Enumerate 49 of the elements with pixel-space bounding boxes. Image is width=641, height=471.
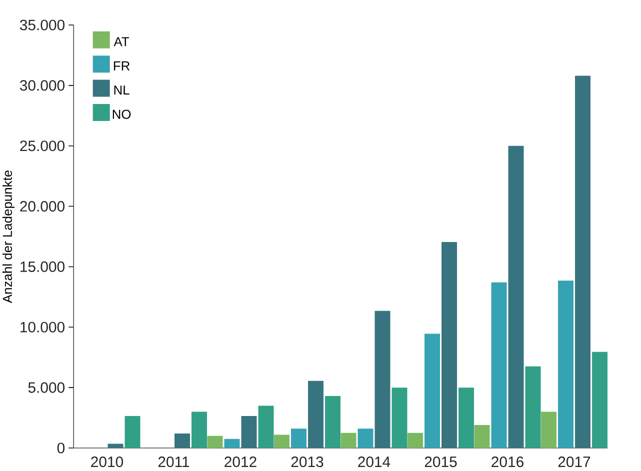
x-tick-label: 2017 [558, 456, 590, 468]
bar [258, 406, 274, 448]
bar [274, 434, 290, 448]
bar [108, 444, 124, 448]
bar [592, 352, 608, 448]
bar [541, 412, 557, 448]
bar [392, 388, 408, 448]
x-tick-label: 2014 [358, 456, 390, 468]
y-tick-label: 25.000 [20, 140, 65, 152]
bar [124, 416, 140, 448]
bar [308, 380, 324, 448]
bar [491, 282, 507, 448]
y-tick-label: 35.000 [20, 20, 65, 30]
x-tick-label: 2015 [424, 456, 457, 468]
bar [374, 310, 390, 448]
bar [474, 425, 490, 448]
x-tick-label: 2013 [291, 456, 324, 468]
y-tick-label: 0 [57, 442, 65, 454]
y-tick-label: 5.000 [28, 382, 65, 393]
x-tick-label: 2011 [158, 456, 190, 468]
bar [291, 428, 306, 448]
legend-label: AT [114, 37, 130, 46]
y-axis-title: Anzahl der Ladepunkte [2, 170, 15, 304]
bar [207, 436, 223, 448]
bar [174, 433, 190, 448]
y-tick-label: 20.000 [20, 200, 65, 212]
x-tick-label: 2016 [492, 456, 524, 468]
bar [358, 428, 374, 448]
bar [575, 76, 591, 448]
bar [424, 334, 440, 448]
bar [325, 396, 340, 448]
bar [458, 388, 474, 448]
x-tick-label: 2012 [224, 456, 256, 468]
bar [241, 416, 257, 448]
y-tick-label: 10.000 [20, 322, 65, 332]
legend-label: FR [114, 61, 130, 70]
bar [224, 438, 240, 448]
bar [340, 432, 356, 448]
bar [408, 432, 423, 448]
y-tick-label: 15.000 [20, 261, 65, 272]
bar [558, 280, 574, 448]
y-tick-label: 30.000 [20, 80, 65, 91]
x-tick-label: 2010 [91, 456, 124, 468]
bar [442, 242, 458, 448]
bar [525, 366, 541, 448]
bar [508, 146, 524, 448]
bar [192, 412, 207, 448]
legend-label: NO [112, 110, 131, 119]
legend-label: NL [114, 86, 130, 95]
